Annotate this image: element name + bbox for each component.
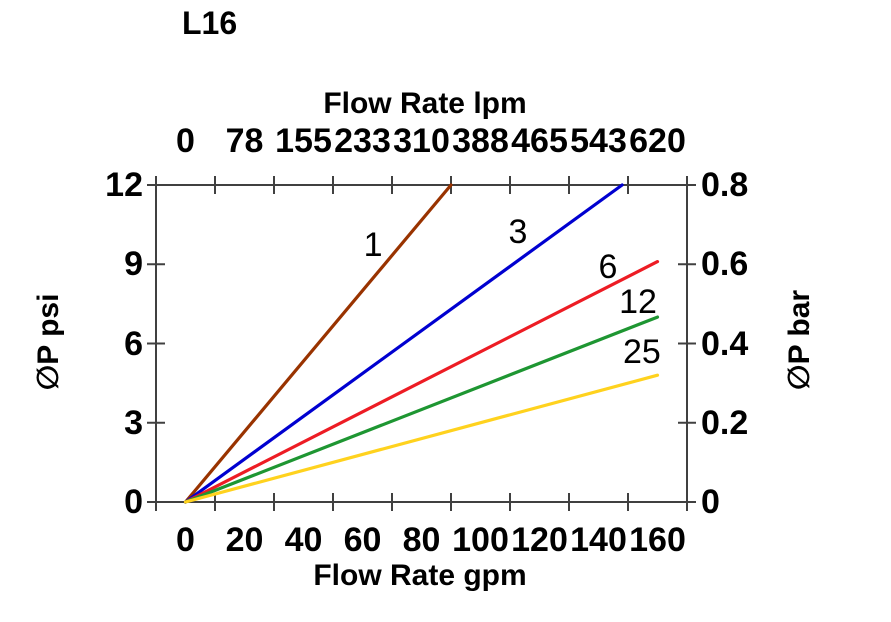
left-tick-label: 6 <box>124 324 143 363</box>
series-label-3: 3 <box>508 213 528 252</box>
chart-title: L16 <box>182 5 238 41</box>
top-tick-label: 310 <box>393 122 450 160</box>
bottom-tick-label: 160 <box>629 521 686 559</box>
series-label-1: 1 <box>363 225 383 264</box>
series-line-1 <box>183 183 453 504</box>
bottom-tick-label: 140 <box>570 521 627 559</box>
right-tick-label: 0.4 <box>701 324 749 363</box>
bottom-tick-label: 40 <box>284 521 323 559</box>
right-tick-label: 0.2 <box>701 403 749 442</box>
bottom-tick-label: 120 <box>511 521 568 559</box>
left-tick-label: 3 <box>124 403 143 442</box>
top-tick-label: 155 <box>275 122 332 160</box>
series-line-6 <box>183 260 660 504</box>
left-tick-label: 0 <box>124 483 143 521</box>
bottom-tick-label: 0 <box>176 521 195 559</box>
top-tick-label: 465 <box>511 122 568 160</box>
top-tick-label: 78 <box>225 122 264 160</box>
left-tick-label: 12 <box>105 166 143 204</box>
series-line-3 <box>183 183 624 504</box>
top-tick-label: 543 <box>570 122 627 160</box>
top-tick-label: 388 <box>452 122 509 160</box>
top-tick-label: 0 <box>176 122 195 160</box>
bottom-axis-title: Flow Rate gpm <box>313 559 527 592</box>
bottom-tick-label: 100 <box>452 521 509 559</box>
series-line-12 <box>183 315 660 504</box>
series-label-6: 6 <box>598 247 618 286</box>
bottom-tick-label: 20 <box>225 521 264 559</box>
top-tick-label: 620 <box>629 122 686 160</box>
right-tick-label: 0.6 <box>701 245 749 284</box>
right-tick-label: 0.8 <box>701 166 749 204</box>
bottom-tick-label: 60 <box>343 521 382 559</box>
left-tick-label: 9 <box>124 245 143 284</box>
top-tick-label: 233 <box>334 122 391 160</box>
series-label-25: 25 <box>622 332 661 371</box>
top-axis-title: Flow Rate lpm <box>323 87 527 120</box>
right-tick-label: 0 <box>701 483 720 521</box>
series-label-12: 12 <box>619 283 657 322</box>
bottom-tick-label: 80 <box>402 521 441 559</box>
series-line-25 <box>183 373 660 504</box>
